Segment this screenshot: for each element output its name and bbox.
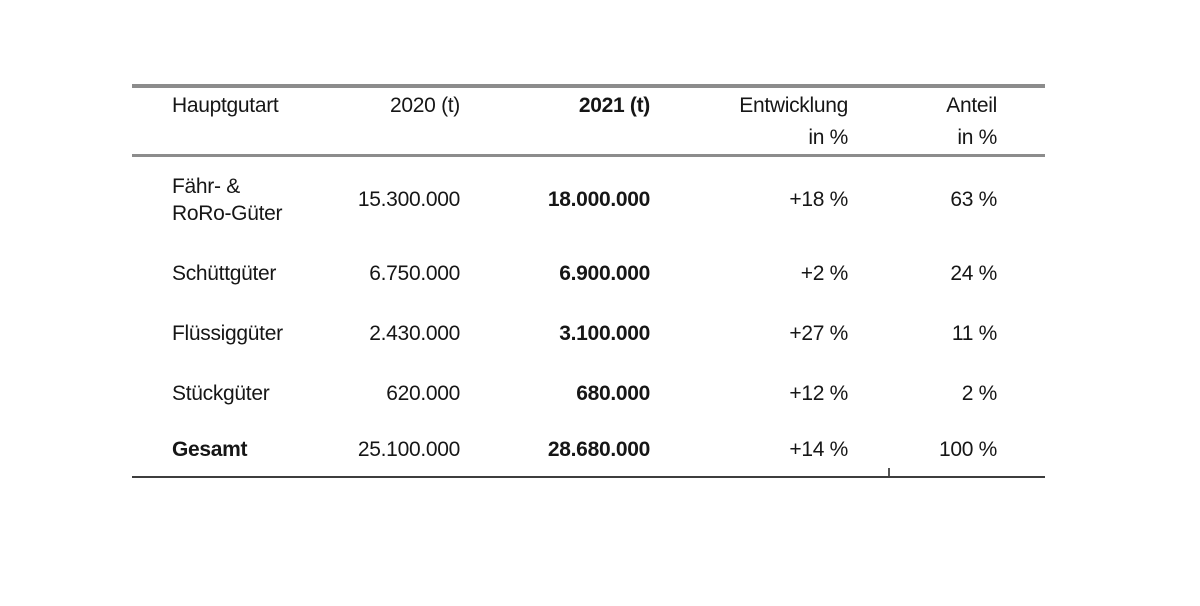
table-header: Hauptgutart 2020 (t) 2021 (t) Entwicklun…: [132, 86, 1045, 156]
table-row-gesamt: Gesamt 25.100.000 28.680.000 +14 % 100 %: [132, 424, 1045, 477]
cell-2020: 620.000: [386, 381, 460, 405]
cargo-statistics-table: Hauptgutart 2020 (t) 2021 (t) Entwicklun…: [132, 84, 1045, 478]
cell-entwicklung: +18 %: [789, 188, 848, 212]
cell-anteil: 100 %: [938, 437, 997, 461]
cell-2021: 3.100.000: [559, 321, 650, 345]
cell-anteil: 2 %: [961, 381, 998, 405]
cell-2020: 25.100.000: [357, 437, 460, 461]
scan-tick-mark: [888, 468, 890, 476]
header-entwicklung: Entwicklung in %: [739, 94, 848, 149]
cell-2021: 6.900.000: [559, 261, 650, 285]
table-row-faehr-roro: Fähr- & RoRo-Güter 15.300.000 18.000.000…: [132, 156, 1045, 244]
cell-hauptgutart: Flüssiggüter: [172, 321, 283, 345]
table-row-schuettgueter: Schüttgüter 6.750.000 6.900.000 +2 % 24 …: [132, 244, 1045, 304]
cell-entwicklung: +2 %: [800, 261, 849, 285]
cell-2020: 15.300.000: [357, 188, 460, 212]
table-row-fluessiggueter: Flüssiggüter 2.430.000 3.100.000 +27 % 1…: [132, 304, 1045, 364]
cell-hauptgutart: Schüttgüter: [172, 261, 277, 285]
cell-2020: 6.750.000: [369, 261, 460, 285]
cell-entwicklung: +12 %: [789, 381, 848, 405]
table-row-stueckgueter: Stückgüter 620.000 680.000 +12 % 2 %: [132, 364, 1045, 424]
cell-hauptgutart: Fähr- & RoRo-Güter: [172, 174, 283, 226]
header-hauptgutart: Hauptgutart: [172, 94, 279, 117]
cell-anteil: 63 %: [950, 188, 997, 212]
cell-anteil: 11 %: [951, 321, 997, 345]
table-body: Fähr- & RoRo-Güter 15.300.000 18.000.000…: [132, 156, 1045, 477]
cell-2021: 28.680.000: [547, 437, 650, 461]
header-anteil: Anteil in %: [946, 94, 997, 149]
cell-hauptgutart: Stückgüter: [172, 381, 270, 405]
goods-table: Hauptgutart 2020 (t) 2021 (t) Entwicklun…: [132, 84, 1045, 478]
cell-anteil: 24 %: [950, 261, 997, 285]
cell-2020: 2.430.000: [369, 321, 460, 345]
cell-entwicklung: +27 %: [789, 321, 848, 345]
header-row: Hauptgutart 2020 (t) 2021 (t) Entwicklun…: [132, 86, 1045, 156]
cell-entwicklung: +14 %: [789, 437, 848, 461]
header-2020: 2020 (t): [390, 94, 460, 117]
cell-hauptgutart: Gesamt: [172, 437, 248, 461]
cell-2021: 680.000: [576, 381, 650, 405]
cell-2021: 18.000.000: [547, 188, 650, 212]
header-2021: 2021 (t): [578, 94, 650, 117]
